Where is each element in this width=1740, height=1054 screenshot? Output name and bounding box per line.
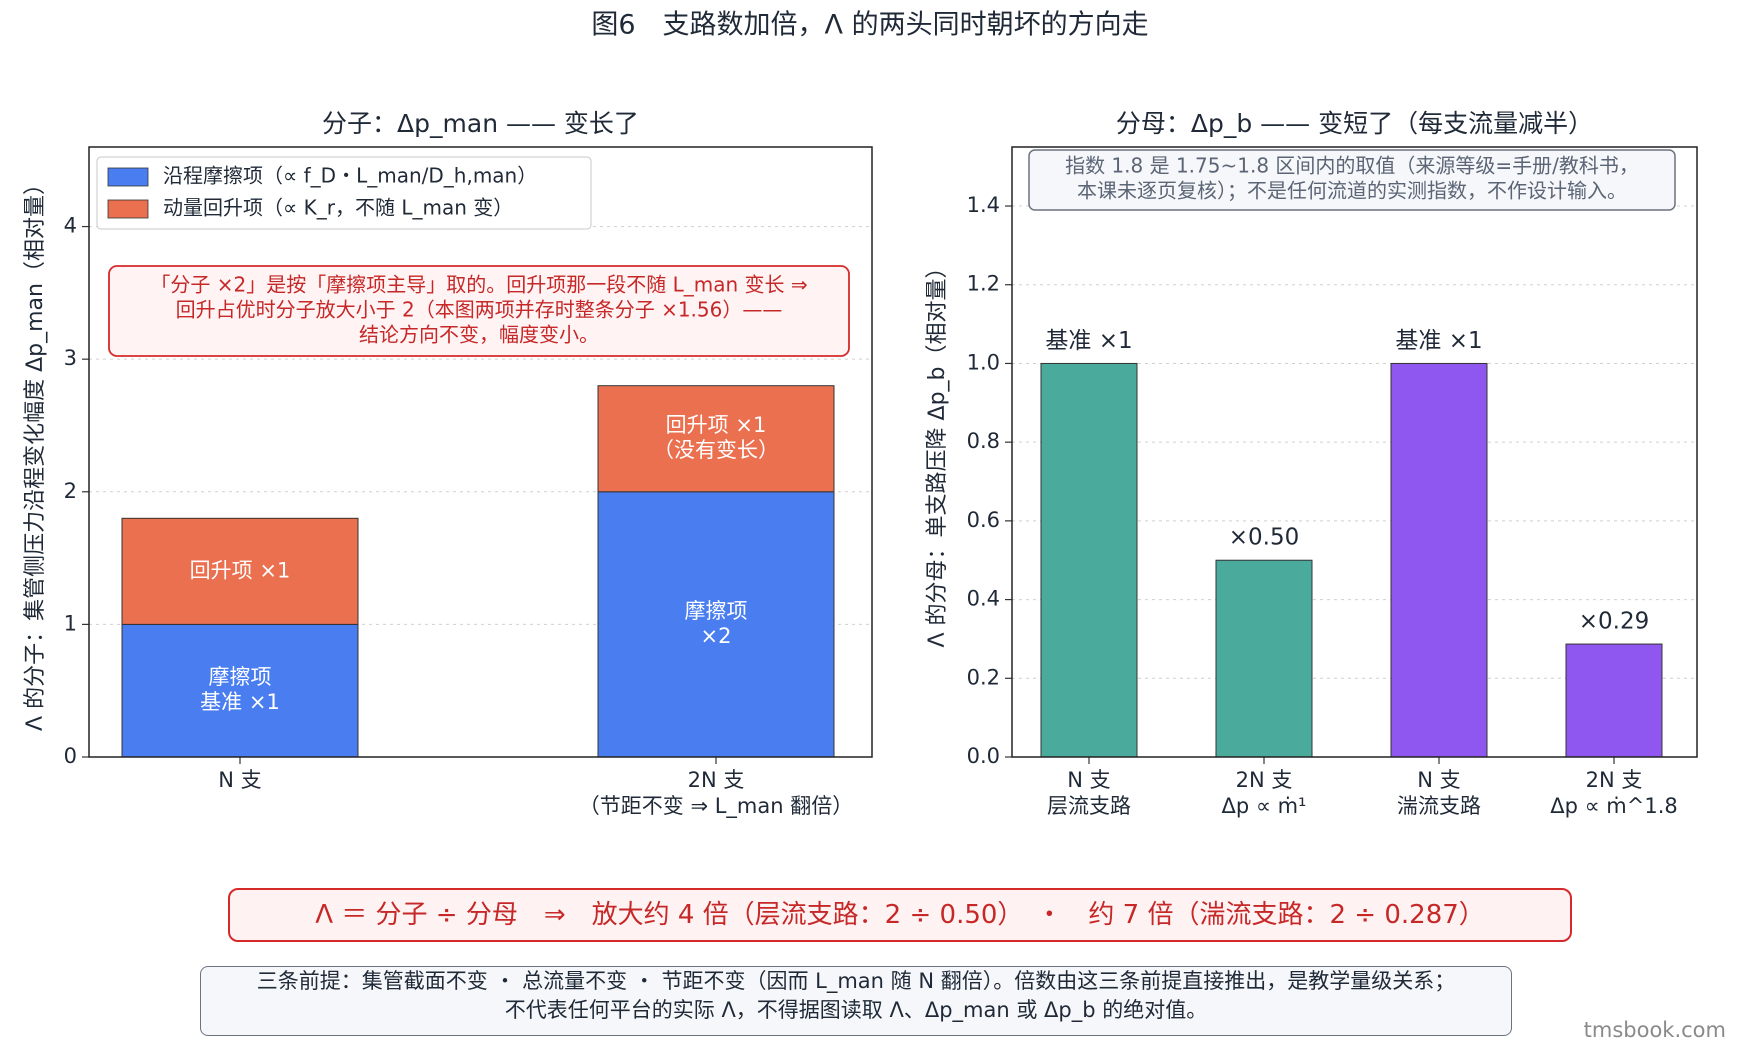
left-x-tick-label: N 支 xyxy=(218,768,261,792)
right-x-tick-label: 2N 支 xyxy=(1586,768,1643,792)
right-y-tick-label: 0.0 xyxy=(967,744,1000,768)
right-x-tick-sublabel: 湍流支路 xyxy=(1397,794,1481,818)
left-bar-label: 基准 ×1 xyxy=(200,690,280,714)
left-bar-friction xyxy=(597,491,835,758)
left-bar-label: ×2 xyxy=(701,624,732,648)
left-y-tick-label: 1 xyxy=(64,611,77,635)
right-annotation-line: 本课未逐页复核）；不是任何流道的实测指数，不作设计输入。 xyxy=(1077,179,1627,203)
left-bar-label: 摩擦项 xyxy=(685,599,748,623)
right-annotation-line: 指数 1.8 是 1.75~1.8 区间内的取值（来源等级=手册/教科书， xyxy=(1065,154,1639,178)
right-y-tick-label: 1.4 xyxy=(967,193,1000,217)
right-x-tick-label: N 支 xyxy=(1067,768,1110,792)
left-y-tick-label: 0 xyxy=(64,744,77,768)
left-bar-momentum xyxy=(597,385,835,493)
left-bar-label: 回升项 ×1 xyxy=(666,413,767,437)
right-chart-title: 分母：Δp_b —— 变短了（每支流量减半） xyxy=(1116,109,1593,138)
right-bar-value-label: 基准 ×1 xyxy=(1045,328,1132,354)
left-legend-swatch xyxy=(107,167,149,187)
right-x-tick-label: N 支 xyxy=(1417,768,1460,792)
right-x-tick-sublabel: Δp ∝ ṁ¹ xyxy=(1222,794,1307,818)
left-bar-label: （没有变长） xyxy=(653,438,779,462)
left-x-tick-sublabel: （节距不变 ⇒ L_man 翻倍） xyxy=(579,794,853,819)
right-y-tick-label: 0.8 xyxy=(967,429,1000,453)
right-y-tick-label: 0.4 xyxy=(967,587,1000,611)
right-bar xyxy=(1215,559,1313,758)
left-y-axis-label: Λ 的分子：集管侧压力沿程变化幅度 Δp_man（相对量） xyxy=(23,173,48,731)
left-bar-momentum xyxy=(121,517,359,625)
left-chart-title: 分子：Δp_man —— 变长了 xyxy=(322,109,639,138)
figure-title: 图6 支路数加倍，Λ 的两头同时朝坏的方向走 xyxy=(591,10,1148,41)
left-bar-friction xyxy=(121,623,359,758)
right-y-tick-label: 0.2 xyxy=(967,665,1000,689)
right-bar-value-label: ×0.50 xyxy=(1229,525,1299,551)
right-x-tick-sublabel: Δp ∝ ṁ^1.8 xyxy=(1550,794,1678,818)
left-y-tick-label: 3 xyxy=(64,346,77,370)
left-annotation-box xyxy=(108,265,850,357)
footnote-line-1: 三条前提：集管截面不变 ・ 总流量不变 ・ 节距不变（因而 L_man 随 N … xyxy=(256,969,1456,993)
left-y-tick-label: 2 xyxy=(64,479,77,503)
left-legend-label: 沿程摩擦项（∝ f_D・L_man/D_h,man） xyxy=(163,164,537,188)
left-plot-frame xyxy=(88,146,873,758)
right-bar-value-label: 基准 ×1 xyxy=(1395,328,1482,354)
right-bar xyxy=(1565,643,1663,758)
premise-footnote: 三条前提：集管截面不变 ・ 总流量不变 ・ 节距不变（因而 L_man 随 N … xyxy=(200,966,1512,1036)
right-bar xyxy=(1040,362,1138,758)
watermark: tmsbook.com xyxy=(1583,1018,1726,1042)
right-x-tick-sublabel: 层流支路 xyxy=(1047,794,1131,818)
footnote-line-2: 不代表任何平台的实际 Λ，不得据图读取 Λ、Δp_man 或 Δp_b 的绝对值… xyxy=(504,998,1208,1022)
left-x-tick-label: 2N 支 xyxy=(688,768,745,792)
right-bar-value-label: ×0.29 xyxy=(1579,609,1649,635)
left-bar-label: 回升项 ×1 xyxy=(190,558,291,582)
left-annotation-line: 结论方向不变，幅度变小。 xyxy=(359,323,599,347)
right-y-tick-label: 1.2 xyxy=(967,272,1000,296)
right-bar xyxy=(1390,362,1488,758)
left-bar-label: 摩擦项 xyxy=(209,665,272,689)
conclusion-banner: Λ ＝ 分子 ÷ 分母 ⇒ 放大约 4 倍（层流支路：2 ÷ 0.50） ・ 约… xyxy=(228,888,1572,942)
left-annotation-line: 「分子 ×2」是按「摩擦项主导」取的。回升项那一段不随 L_man 变长 ⇒ xyxy=(150,273,807,297)
right-y-axis-label: Λ 的分母：单支路压降 Δp_b（相对量） xyxy=(925,256,950,647)
left-legend-swatch xyxy=(107,199,149,219)
right-x-tick-label: 2N 支 xyxy=(1236,768,1293,792)
right-y-tick-label: 1.0 xyxy=(967,350,1000,374)
left-legend-label: 动量回升项（∝ K_r，不随 L_man 变） xyxy=(163,196,513,220)
left-y-tick-label: 4 xyxy=(64,214,77,238)
right-plot-frame xyxy=(1011,146,1698,758)
right-y-tick-label: 0.6 xyxy=(967,508,1000,532)
left-annotation-line: 回升占优时分子放大小于 2（本图两项并存时整条分子 ×1.56）—— xyxy=(176,298,783,322)
left-legend-box xyxy=(96,156,592,230)
right-annotation-box xyxy=(1028,149,1676,211)
